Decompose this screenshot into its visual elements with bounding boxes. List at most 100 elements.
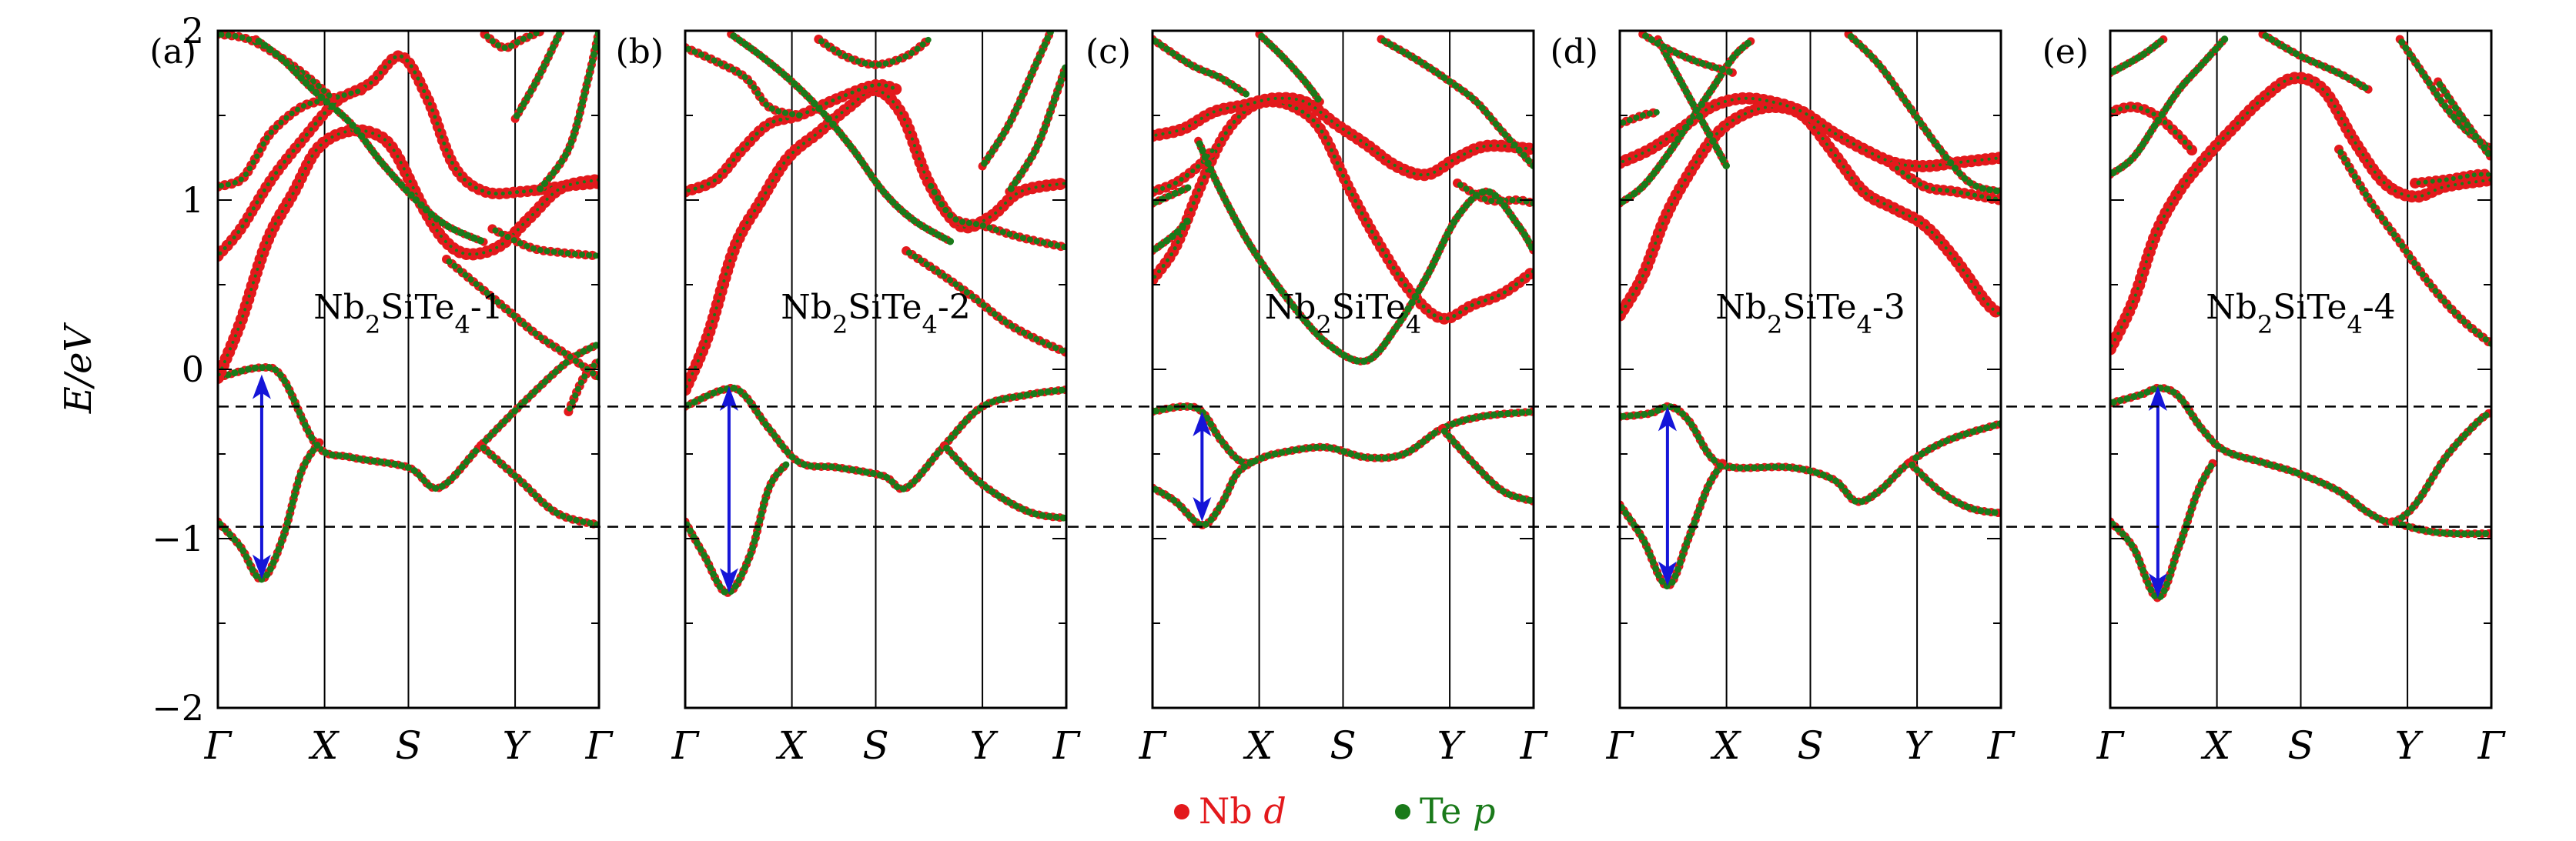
band-7-te-p: [2110, 35, 2229, 179]
k-point-label: X: [1243, 723, 1275, 768]
panel-tag: (a): [149, 32, 196, 72]
material-label: Nb2SiTe4: [1265, 288, 1422, 339]
k-point-label: X: [1710, 723, 1742, 768]
band-9-te-p: [2259, 31, 2374, 94]
bands: [218, 31, 599, 584]
band-0-te-p: [1153, 402, 1534, 466]
gap-arrow-head-bottom: [719, 568, 738, 593]
band-7-nb-d: [685, 43, 805, 120]
band-1-te-p: [1620, 459, 1727, 590]
band-1-te-p: [1153, 459, 1256, 529]
legend-marker: [1395, 804, 1410, 819]
k-point-label: X: [775, 723, 808, 768]
k-point-label: S: [1797, 723, 1823, 768]
legend: Nb d Te p: [1174, 790, 1495, 832]
band-7-te-p: [1654, 35, 1731, 170]
band-11-te-p: [1255, 31, 1324, 106]
k-point-label: Γ: [1987, 723, 2016, 768]
band-6-te-p: [1153, 182, 1194, 207]
band-5-te-p: [218, 128, 599, 379]
band-3-te-p: [1153, 99, 1534, 321]
band-8-te-p: [727, 31, 956, 246]
k-point-label: Y: [970, 723, 999, 768]
panel-tag: (d): [1551, 32, 1599, 72]
material-label: Nb2SiTe4-4: [2206, 288, 2395, 339]
material-label: Nb2SiTe4-2: [781, 288, 970, 339]
band-4-te-p: [2110, 104, 2196, 155]
y-tick-label: −2: [152, 687, 204, 729]
band-3-te-p: [685, 88, 1066, 392]
band-2-te-p: [2388, 518, 2491, 538]
band-5-te-p: [925, 180, 1066, 251]
band-5-te-p: [2336, 146, 2491, 347]
band-8-nb-d: [1194, 136, 1534, 365]
band-11-te-p: [815, 36, 932, 68]
band-6-te-p: [903, 248, 1066, 355]
band-6-te-p: [2413, 172, 2491, 185]
band-13-te-p: [481, 31, 545, 52]
k-point-label: Γ: [671, 723, 701, 768]
band-1-te-p: [218, 436, 325, 583]
gap-arrow-head-top: [2148, 386, 2167, 411]
band-10-te-p: [1620, 108, 1661, 127]
panel-3: Γ X S Y Γ (d) Nb2SiTe4-3: [1551, 29, 2016, 768]
band-2-te-p: [565, 358, 599, 415]
k-point-label: X: [308, 723, 340, 768]
band-7-te-p: [685, 45, 803, 118]
k-point-label: S: [1330, 723, 1356, 768]
k-point-label: Γ: [1052, 723, 1082, 768]
band-5-te-p: [1892, 164, 2001, 202]
y-tick-label: 0: [182, 349, 204, 390]
band-10-nb-d: [1005, 60, 1066, 196]
gap-arrow-head-top: [252, 374, 271, 399]
band-9-te-p: [1153, 213, 1195, 255]
band-7-te-p: [443, 256, 599, 381]
panel-tag: (e): [2042, 32, 2089, 72]
legend-marker: [1174, 804, 1189, 819]
band-2-te-p: [1905, 459, 2001, 517]
legend-label: Nb d: [1199, 790, 1286, 832]
band-4-te-p: [685, 82, 901, 194]
bands: [1620, 31, 2001, 591]
y-tick-label: 2: [182, 10, 204, 52]
band-4-te-p: [218, 54, 599, 259]
band-2-te-p: [1438, 425, 1534, 506]
bands: [1153, 31, 1534, 529]
band-11-te-p: [2434, 78, 2491, 162]
panel-0: 210−1−2Γ X S Y Γ(a)Nb2SiTe4-1: [149, 10, 614, 768]
band-0-te-p: [2110, 384, 2491, 526]
k-point-label: Y: [503, 723, 531, 768]
band-9-te-p: [534, 31, 599, 195]
panels-layer: 210−1−2Γ X S Y Γ(a)Nb2SiTe4-1Γ X S Y Γ(b)Nb2SiTe…: [149, 10, 2506, 768]
band-8-te-p: [489, 225, 599, 259]
k-point-label: S: [395, 723, 421, 768]
gap-arrow-head-bottom: [252, 554, 271, 579]
k-point-label: Γ: [204, 723, 233, 768]
y-axis-label: E/eV: [57, 322, 100, 415]
band-2-nb-d: [940, 441, 1066, 523]
gap-arrow-head-bottom: [1193, 497, 1212, 522]
k-point-label: Γ: [1606, 723, 1635, 768]
k-point-label: Y: [1437, 723, 1466, 768]
k-point-label: Γ: [2096, 723, 2126, 768]
band-2-te-p: [941, 442, 1066, 522]
legend-label: Te p: [1420, 790, 1495, 832]
material-label: Nb2SiTe4-1: [313, 288, 503, 339]
k-point-label: Γ: [585, 723, 614, 768]
band-3-te-p: [477, 442, 599, 529]
band-8-te-p: [1194, 137, 1534, 365]
gap-arrow-head-top: [719, 386, 738, 411]
band-0-te-p: [218, 340, 599, 492]
k-point-label: X: [2200, 723, 2233, 768]
k-point-label: Γ: [2477, 723, 2507, 768]
band-10-te-p: [511, 31, 564, 122]
panel-4: Γ X S Y Γ (e) Nb2SiTe4-4: [2042, 29, 2507, 768]
band-8-te-p: [1845, 31, 2001, 195]
band-9-te-p: [979, 31, 1055, 170]
legend-item-0: Nb d: [1174, 790, 1286, 832]
band-2-nb-d: [1905, 458, 2001, 518]
y-tick-label: 1: [182, 179, 204, 221]
band-6-te-p: [1620, 35, 1758, 208]
band-3-nb-d: [476, 441, 599, 530]
